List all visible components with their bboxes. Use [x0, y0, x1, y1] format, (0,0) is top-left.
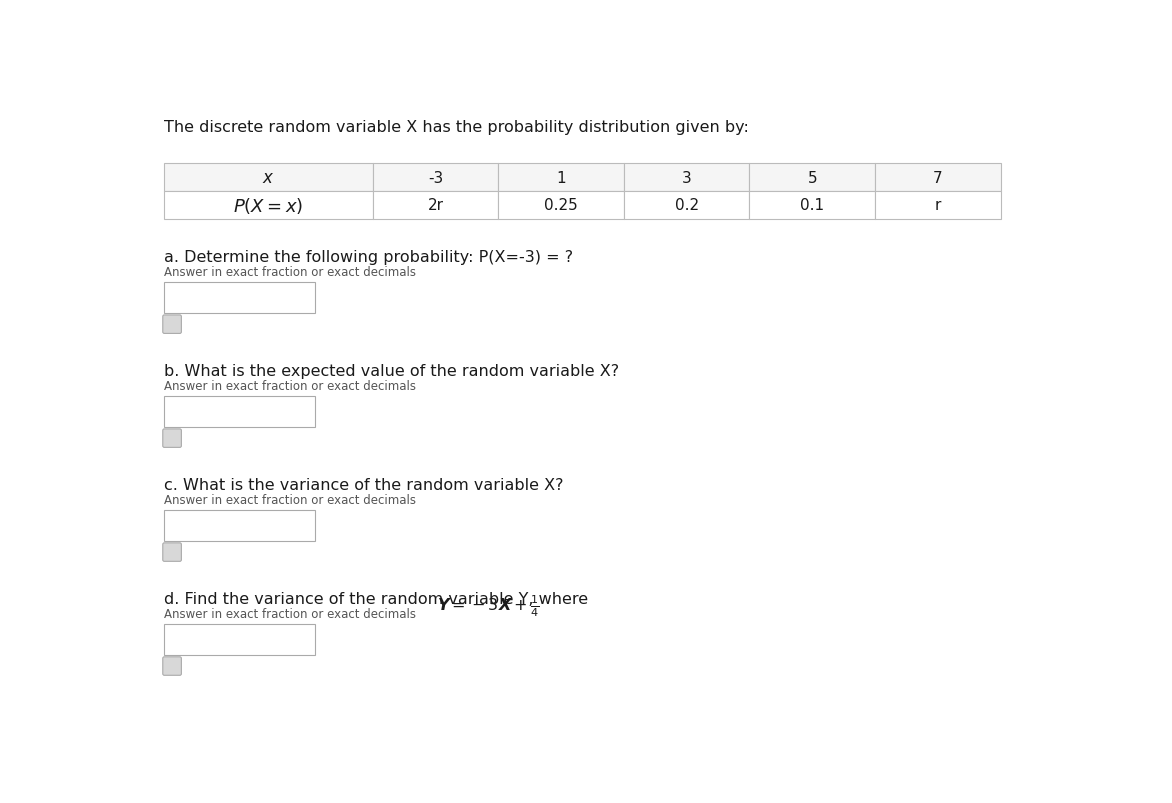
FancyBboxPatch shape [163, 430, 182, 448]
Bar [373, 192, 498, 219]
Bar [624, 192, 749, 219]
Bar [498, 192, 624, 219]
FancyBboxPatch shape [163, 316, 182, 334]
Bar [624, 164, 749, 192]
Text: $P(X=x)$: $P(X=x)$ [233, 196, 304, 215]
Text: 7: 7 [933, 170, 942, 185]
Bar [164, 510, 314, 541]
Text: -3: -3 [428, 170, 443, 185]
Bar [875, 192, 1001, 219]
Bar [749, 192, 875, 219]
Text: Answer in exact fraction or exact decimals: Answer in exact fraction or exact decima… [164, 607, 416, 620]
FancyBboxPatch shape [163, 543, 182, 561]
Text: b. What is the expected value of the random variable X?: b. What is the expected value of the ran… [164, 364, 619, 379]
Text: Answer in exact fraction or exact decimals: Answer in exact fraction or exact decima… [164, 266, 416, 279]
Bar [749, 164, 875, 192]
Text: r: r [934, 198, 941, 213]
Text: $\boldsymbol{Y} = -3\boldsymbol{X} + \frac{1}{4}$: $\boldsymbol{Y} = -3\boldsymbol{X} + \fr… [437, 593, 539, 618]
Text: d. Find the variance of the random variable Y, where: d. Find the variance of the random varia… [164, 592, 593, 606]
Bar [164, 164, 373, 192]
Text: The discrete random variable X has the probability distribution given by:: The discrete random variable X has the p… [164, 120, 749, 134]
Bar [373, 164, 498, 192]
FancyBboxPatch shape [163, 657, 182, 675]
Text: 0.25: 0.25 [544, 198, 578, 213]
Text: 3: 3 [682, 170, 691, 185]
Text: 0.2: 0.2 [675, 198, 699, 213]
Text: Answer in exact fraction or exact decimals: Answer in exact fraction or exact decima… [164, 379, 416, 393]
Text: $x$: $x$ [263, 169, 274, 187]
Bar [164, 624, 314, 654]
Bar [164, 283, 314, 313]
Text: 1: 1 [557, 170, 566, 185]
Text: Answer in exact fraction or exact decimals: Answer in exact fraction or exact decima… [164, 493, 416, 506]
Text: 0.1: 0.1 [800, 198, 824, 213]
Bar [164, 192, 373, 219]
Bar [498, 164, 624, 192]
Bar [875, 164, 1001, 192]
Bar [164, 397, 314, 427]
Text: c. What is the variance of the random variable X?: c. What is the variance of the random va… [164, 478, 563, 493]
Text: 2r: 2r [428, 198, 443, 213]
Text: 5: 5 [808, 170, 817, 185]
Text: a. Determine the following probability: P(X=-3) = ?: a. Determine the following probability: … [164, 251, 573, 265]
